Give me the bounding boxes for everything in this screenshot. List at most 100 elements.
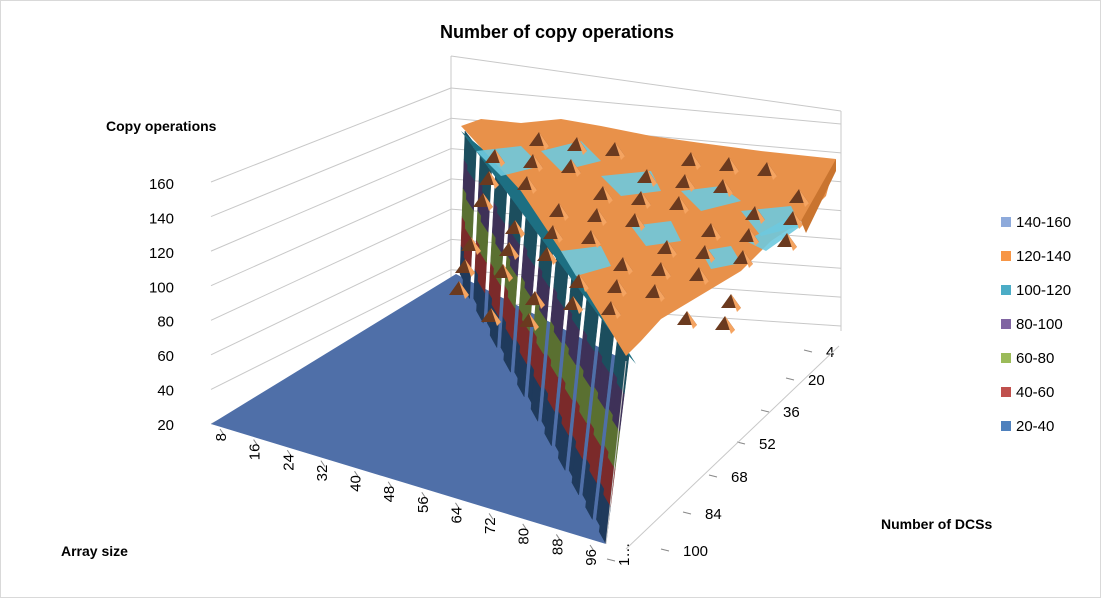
plateau-spike-light — [617, 279, 627, 297]
y-tick-mark — [660, 548, 670, 552]
plateau-spike-light — [655, 284, 665, 302]
gridline-left — [210, 269, 452, 390]
plateau-spike-light — [573, 296, 583, 314]
plateau-spike-light — [571, 159, 581, 177]
y-tick-mark — [760, 409, 770, 413]
gridline-left — [210, 117, 452, 218]
plateau-edge — [801, 159, 836, 233]
plateau-spike-light — [691, 152, 701, 170]
plateau-spike-light — [679, 196, 689, 214]
y-tick-label: 1… — [616, 543, 633, 566]
plateau-spike-light — [615, 142, 625, 160]
plateau-spike-light — [553, 225, 563, 243]
plateau-spike-light — [705, 245, 715, 263]
legend-label: 40-60 — [1016, 384, 1054, 401]
x-tick-mark — [522, 523, 528, 531]
plateau-spike-light — [579, 274, 589, 292]
x-tick-label: 40 — [348, 475, 365, 492]
y-tick-label: 4 — [826, 344, 834, 361]
gridline-back — [450, 87, 842, 125]
x-axis-title: Array size — [61, 543, 128, 559]
x-tick-label: 64 — [448, 507, 465, 524]
plateau-spike-light — [471, 237, 481, 255]
plateau-cyan-patch — [561, 246, 611, 276]
plateau-spike-light — [743, 250, 753, 268]
x-tick-mark — [488, 513, 494, 520]
plateau-spike-light — [661, 262, 671, 280]
y-tick-mark — [606, 558, 616, 562]
x-tick-mark — [421, 491, 427, 499]
plateau-spike-light — [465, 259, 475, 277]
plateau-spike-light — [731, 294, 741, 312]
x-tick-label: 32 — [314, 465, 331, 482]
plateau-spike-light — [529, 313, 539, 331]
x-tick-label: 80 — [516, 528, 533, 545]
plateau-spike-light — [723, 179, 733, 197]
plateau-spike-light — [527, 176, 537, 194]
plateau-spike-light — [535, 291, 545, 309]
x-tick-mark — [589, 544, 595, 552]
plateau-spike-light — [793, 211, 803, 229]
plateau-spike-light — [755, 206, 765, 224]
wall-top-face — [461, 131, 636, 364]
y-tick-label: 100 — [683, 543, 708, 560]
plateau-spike-light — [489, 171, 499, 189]
plateau-spike-light — [749, 228, 759, 246]
legend-swatch — [1001, 251, 1011, 261]
plateau-spike-light — [515, 220, 525, 238]
y-tick-mark — [682, 511, 692, 515]
z-axis-ticks: 20 40 60 80 100 120 140 160 — [149, 176, 174, 434]
plateau-spike-light — [559, 203, 569, 221]
y-axis-title: Number of DCSs — [881, 516, 992, 532]
x-tick-mark — [320, 460, 326, 467]
plateau-spike-light — [725, 316, 735, 334]
plateau-spike-light — [799, 189, 809, 207]
y-axis-line — [625, 345, 840, 550]
plateau-spike-light — [603, 186, 613, 204]
y-tick-label: 20 — [808, 372, 825, 389]
y-tick-label: 52 — [759, 436, 776, 453]
y-axis-ticks: 420 36 52 68 84 100 1… — [605, 344, 840, 566]
legend-swatch — [1001, 319, 1011, 329]
plateau-spike-light — [667, 240, 677, 258]
x-tick-mark — [286, 449, 292, 457]
x-tick-label: 72 — [482, 517, 499, 534]
y-tick-mark — [708, 474, 718, 478]
back-top-edge — [450, 55, 842, 112]
plateau-spike-light — [591, 230, 601, 248]
gridline-left — [210, 238, 452, 356]
plateau-spike-light — [787, 233, 797, 251]
legend-swatch — [1001, 421, 1011, 431]
plateau-spike-light — [539, 132, 549, 150]
plateau-spike-light — [533, 154, 543, 172]
x-axis-ticks: 8 16 24 32 40 48 56 64 72 80 88 96 — [213, 428, 600, 566]
plateau-spike-light — [729, 157, 739, 175]
y-tick-label: 36 — [783, 404, 800, 421]
front-right-edge — [605, 360, 627, 545]
plateau-spike-light — [459, 281, 469, 299]
z-tick-label: 100 — [149, 279, 174, 296]
y-tick-mark — [785, 377, 795, 381]
legend-swatch — [1001, 353, 1011, 363]
x-tick-mark — [455, 502, 460, 510]
plateau-spike-light — [483, 193, 493, 211]
z-tick-label: 40 — [157, 383, 174, 400]
legend-label: 120-140 — [1016, 248, 1071, 265]
z-tick-label: 120 — [149, 245, 174, 262]
plateau-spike-light — [623, 257, 633, 275]
y-tick-label: 84 — [705, 506, 722, 523]
gridline-left — [210, 178, 452, 287]
x-tick-label: 16 — [247, 444, 264, 461]
wall-band — [586, 304, 599, 352]
legend-label: 60-80 — [1016, 350, 1054, 367]
x-tick-label: 48 — [381, 486, 398, 503]
gridline-left — [210, 208, 452, 321]
gridline-left — [210, 87, 452, 183]
z-axis-title: Copy operations — [106, 118, 217, 134]
plateau-spike-light — [611, 301, 621, 319]
x-tick-mark — [253, 439, 259, 446]
plateau-spike-light — [503, 264, 513, 282]
x-tick-mark — [555, 534, 561, 541]
